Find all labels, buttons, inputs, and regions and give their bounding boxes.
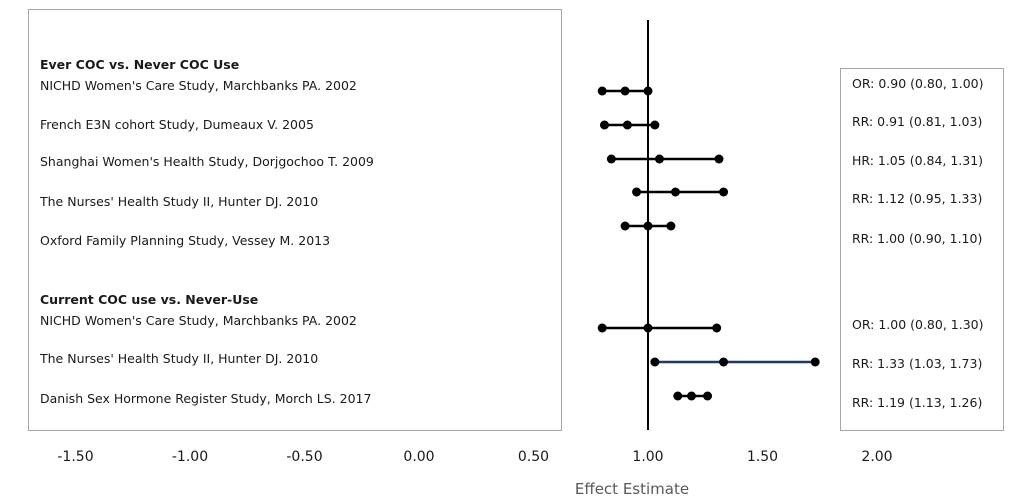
estimate-point (620, 86, 630, 96)
study-row (632, 187, 729, 197)
ci-lower-point (673, 391, 683, 401)
study-row (620, 221, 676, 231)
estimate-text: OR: 0.90 (0.80, 1.00) (852, 76, 984, 91)
ci-lower-point (599, 120, 609, 130)
ci-upper-point (703, 391, 713, 401)
estimate-text: RR: 1.19 (1.13, 1.26) (852, 395, 982, 410)
estimate-text: RR: 1.12 (0.95, 1.33) (852, 191, 982, 206)
estimate-text-box (840, 68, 1004, 431)
study-label: The Nurses' Health Study II, Hunter DJ. … (39, 351, 318, 366)
ci-upper-point (650, 120, 660, 130)
estimate-text: RR: 1.00 (0.90, 1.10) (852, 231, 982, 246)
ci-upper-point (666, 221, 676, 231)
x-tick-label: 2.00 (861, 449, 892, 465)
x-tick-label: -1.00 (172, 449, 208, 465)
estimate-text: RR: 0.91 (0.81, 1.03) (852, 114, 982, 129)
x-tick-label: 1.00 (632, 449, 663, 465)
x-tick-label: -0.50 (286, 449, 322, 465)
ci-upper-point (714, 154, 724, 164)
ci-lower-point (650, 357, 660, 367)
study-label: NICHD Women's Care Study, Marchbanks PA.… (40, 78, 357, 93)
ci-lower-point (597, 323, 607, 333)
section-title: Ever COC vs. Never COC Use (40, 57, 239, 72)
study-row (599, 120, 660, 130)
estimate-text: RR: 1.33 (1.03, 1.73) (852, 356, 982, 371)
ci-lower-point (597, 86, 607, 96)
ci-upper-point (719, 187, 729, 197)
estimate-point (687, 391, 697, 401)
estimate-point (719, 357, 729, 367)
study-label: The Nurses' Health Study II, Hunter DJ. … (39, 194, 318, 209)
x-tick-label: 0.00 (403, 449, 434, 465)
estimate-point (670, 187, 680, 197)
ci-upper-point (810, 357, 820, 367)
estimate-point (643, 221, 653, 231)
study-label-box (28, 9, 562, 431)
ci-lower-point (606, 154, 616, 164)
study-row (597, 323, 722, 333)
ci-upper-point (712, 323, 722, 333)
ci-upper-point (643, 86, 653, 96)
ci-lower-point (620, 221, 630, 231)
estimate-text: OR: 1.00 (0.80, 1.30) (852, 317, 984, 332)
estimate-point (654, 154, 664, 164)
study-row (650, 357, 820, 367)
section-title: Current COC use vs. Never-Use (40, 292, 258, 307)
study-row (673, 391, 713, 401)
estimate-text: HR: 1.05 (0.84, 1.31) (852, 153, 983, 168)
x-tick-label: 1.50 (747, 449, 778, 465)
study-row (606, 154, 724, 164)
study-label: NICHD Women's Care Study, Marchbanks PA.… (40, 313, 357, 328)
study-row (597, 86, 653, 96)
estimate-point (622, 120, 632, 130)
study-label: Oxford Family Planning Study, Vessey M. … (40, 233, 330, 248)
study-label: Shanghai Women's Health Study, Dorjgocho… (40, 154, 374, 169)
estimate-point (643, 323, 653, 333)
ci-lower-point (632, 187, 642, 197)
study-label: Danish Sex Hormone Register Study, Morch… (40, 391, 371, 406)
x-tick-label: 0.50 (518, 449, 549, 465)
x-tick-label: -1.50 (57, 449, 93, 465)
study-label: French E3N cohort Study, Dumeaux V. 2005 (40, 117, 314, 132)
x-axis-title: Effect Estimate (575, 480, 689, 498)
